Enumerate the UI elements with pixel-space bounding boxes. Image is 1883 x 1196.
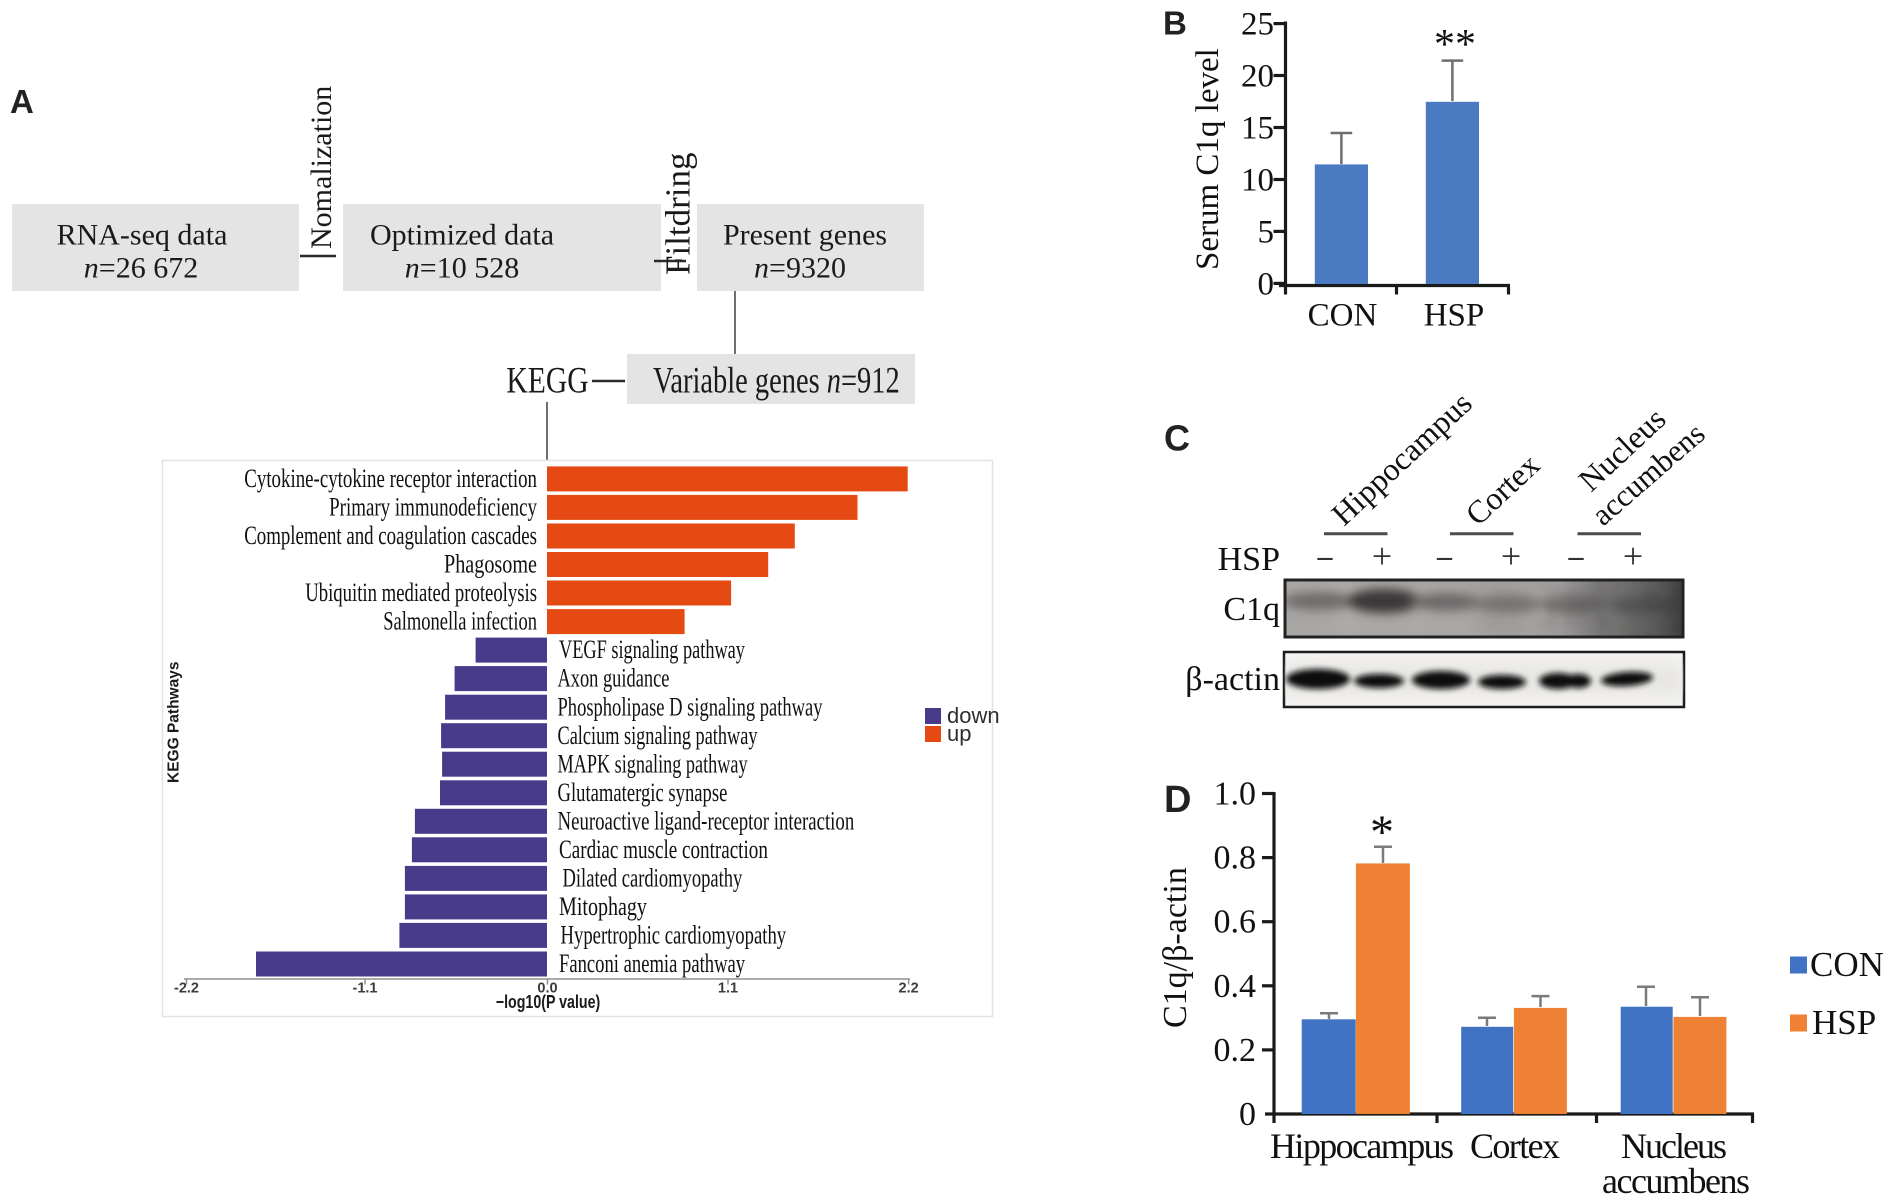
svg-text:0.4: 0.4 bbox=[1214, 968, 1257, 1005]
svg-text:CON: CON bbox=[1308, 298, 1378, 334]
svg-text:Serum C1q level: Serum C1q level bbox=[1190, 48, 1226, 270]
svg-text:Filtdring: Filtdring bbox=[659, 152, 698, 275]
svg-text:−log10(P value): −log10(P value) bbox=[496, 992, 600, 1012]
svg-text:20: 20 bbox=[1241, 58, 1274, 94]
svg-text:Complement and coagulation cas: Complement and coagulation cascades bbox=[244, 521, 537, 550]
svg-text:Hippocampus: Hippocampus bbox=[1270, 1126, 1454, 1166]
svg-text:Hippocampus: Hippocampus bbox=[1324, 385, 1479, 533]
svg-text:Glutamatergic synapse: Glutamatergic synapse bbox=[558, 778, 728, 807]
svg-text:accumbens: accumbens bbox=[1602, 1161, 1750, 1196]
svg-text:n=10 528: n=10 528 bbox=[405, 252, 519, 285]
svg-text:Primary immunodeficiency: Primary immunodeficiency bbox=[329, 493, 537, 522]
svg-text:0.6: 0.6 bbox=[1214, 904, 1257, 941]
svg-text:-2.2: -2.2 bbox=[174, 981, 199, 997]
svg-text:–: – bbox=[1436, 540, 1453, 573]
svg-text:Cardiac muscle contraction: Cardiac muscle contraction bbox=[559, 835, 768, 863]
svg-text:n=9320: n=9320 bbox=[754, 252, 846, 285]
svg-text:C1q: C1q bbox=[1223, 591, 1280, 628]
svg-text:-1.1: -1.1 bbox=[353, 981, 378, 997]
svg-text:0.2: 0.2 bbox=[1214, 1032, 1257, 1069]
svg-text:**: ** bbox=[1434, 22, 1476, 68]
svg-text:Optimized data: Optimized data bbox=[370, 219, 554, 252]
svg-text:+: + bbox=[1372, 536, 1392, 576]
svg-text:Salmonella infection: Salmonella infection bbox=[383, 607, 537, 636]
svg-text:HSP: HSP bbox=[1812, 1003, 1876, 1042]
svg-text:up: up bbox=[947, 721, 971, 746]
svg-text:Mitophagy: Mitophagy bbox=[559, 893, 647, 922]
svg-text:Neuroactive ligand-receptor in: Neuroactive ligand-receptor interaction bbox=[558, 806, 855, 835]
svg-text:+: + bbox=[1623, 536, 1643, 576]
svg-text:KEGG Pathways: KEGG Pathways bbox=[166, 662, 183, 783]
svg-text:1.0: 1.0 bbox=[1214, 776, 1257, 813]
svg-text:HSP: HSP bbox=[1218, 541, 1280, 578]
svg-text:Cortex: Cortex bbox=[1458, 446, 1546, 532]
svg-text:n=26 672: n=26 672 bbox=[84, 252, 198, 285]
svg-text:C1q/β-actin: C1q/β-actin bbox=[1157, 867, 1194, 1028]
svg-text:Phospholipase D signaling path: Phospholipase D signaling pathway bbox=[558, 692, 824, 721]
svg-text:Fanconi anemia pathway: Fanconi anemia pathway bbox=[559, 949, 746, 978]
svg-text:5: 5 bbox=[1258, 214, 1275, 250]
svg-text:RNA-seq data: RNA-seq data bbox=[57, 219, 228, 252]
svg-text:down: down bbox=[947, 703, 1000, 728]
svg-text:Hypertrophic cardiomyopathy: Hypertrophic cardiomyopathy bbox=[561, 921, 787, 950]
svg-text:Ubiquitin mediated proteolysis: Ubiquitin mediated proteolysis bbox=[305, 578, 537, 607]
svg-text:D: D bbox=[1164, 779, 1191, 821]
svg-text:β-actin: β-actin bbox=[1185, 661, 1280, 698]
svg-text:2.2: 2.2 bbox=[899, 981, 919, 997]
svg-text:Axon guidance: Axon guidance bbox=[558, 664, 670, 693]
svg-text:B: B bbox=[1163, 5, 1187, 42]
svg-text:Nucleus: Nucleus bbox=[1621, 1126, 1727, 1166]
svg-text:A: A bbox=[10, 83, 34, 120]
svg-text:1.1: 1.1 bbox=[718, 981, 738, 997]
svg-text:Nomalization: Nomalization bbox=[305, 86, 338, 249]
svg-text:10: 10 bbox=[1241, 162, 1274, 198]
svg-text:KEGG: KEGG bbox=[506, 360, 588, 401]
svg-text:Dilated cardiomyopathy: Dilated cardiomyopathy bbox=[563, 863, 743, 892]
svg-text:+: + bbox=[1501, 536, 1521, 576]
svg-text:Cortex: Cortex bbox=[1470, 1126, 1560, 1166]
svg-text:*: * bbox=[1370, 806, 1394, 859]
svg-text:15: 15 bbox=[1241, 110, 1274, 146]
svg-text:CON: CON bbox=[1810, 945, 1883, 984]
svg-text:0.8: 0.8 bbox=[1214, 840, 1257, 877]
svg-text:0: 0 bbox=[1239, 1096, 1256, 1133]
svg-text:Calcium signaling pathway: Calcium signaling pathway bbox=[558, 721, 759, 750]
svg-text:HSP: HSP bbox=[1424, 298, 1485, 334]
svg-text:VEGF signaling pathway: VEGF signaling pathway bbox=[559, 635, 746, 664]
svg-text:MAPK signaling pathway: MAPK signaling pathway bbox=[558, 749, 749, 778]
svg-text:25: 25 bbox=[1241, 7, 1274, 43]
svg-text:0.0: 0.0 bbox=[537, 981, 557, 997]
svg-text:0: 0 bbox=[1258, 266, 1275, 302]
svg-text:–: – bbox=[1317, 540, 1334, 573]
svg-text:Present genes: Present genes bbox=[723, 219, 887, 252]
svg-text:Variable genes n=912: Variable genes n=912 bbox=[653, 361, 900, 401]
svg-text:Cytokine-cytokine receptor int: Cytokine-cytokine receptor interaction bbox=[244, 464, 537, 493]
svg-text:C: C bbox=[1164, 418, 1190, 459]
svg-text:Phagosome: Phagosome bbox=[444, 550, 537, 579]
svg-text:–: – bbox=[1568, 540, 1585, 573]
